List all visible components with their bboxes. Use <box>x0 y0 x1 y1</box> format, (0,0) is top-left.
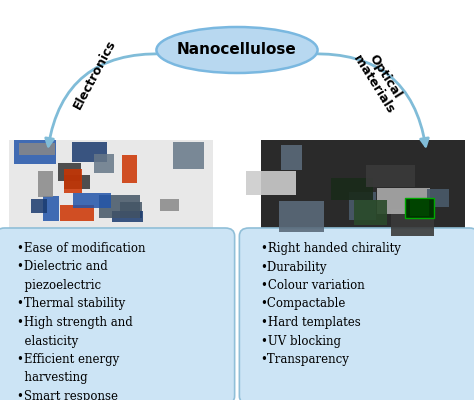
FancyBboxPatch shape <box>43 196 59 222</box>
Ellipse shape <box>156 27 318 73</box>
FancyBboxPatch shape <box>73 193 111 208</box>
FancyBboxPatch shape <box>391 209 434 236</box>
Text: Nanocellulose: Nanocellulose <box>177 42 297 58</box>
FancyBboxPatch shape <box>57 163 81 182</box>
FancyBboxPatch shape <box>64 175 91 189</box>
FancyBboxPatch shape <box>261 140 465 228</box>
FancyBboxPatch shape <box>14 140 56 164</box>
FancyBboxPatch shape <box>99 195 140 218</box>
FancyBboxPatch shape <box>9 140 213 228</box>
FancyBboxPatch shape <box>377 188 430 214</box>
FancyBboxPatch shape <box>0 228 235 400</box>
FancyBboxPatch shape <box>349 192 375 220</box>
Text: •Right handed chirality
•Durability
•Colour variation
•Compactable
•Hard templat: •Right handed chirality •Durability •Col… <box>261 242 401 366</box>
FancyBboxPatch shape <box>94 154 114 173</box>
FancyBboxPatch shape <box>354 200 387 225</box>
FancyBboxPatch shape <box>239 228 474 400</box>
FancyBboxPatch shape <box>427 190 449 208</box>
FancyBboxPatch shape <box>31 199 47 213</box>
FancyBboxPatch shape <box>122 155 137 183</box>
Text: •Ease of modification
•Dielectric and
  piezoelectric
•Thermal stability
•High s: •Ease of modification •Dielectric and pi… <box>17 242 145 400</box>
FancyBboxPatch shape <box>410 200 429 216</box>
FancyBboxPatch shape <box>246 171 296 195</box>
FancyArrowPatch shape <box>46 54 163 146</box>
FancyBboxPatch shape <box>279 201 324 232</box>
FancyBboxPatch shape <box>112 211 143 222</box>
FancyBboxPatch shape <box>365 165 415 187</box>
Text: Electronics: Electronics <box>71 37 118 111</box>
FancyBboxPatch shape <box>72 142 107 162</box>
FancyBboxPatch shape <box>405 198 434 218</box>
FancyBboxPatch shape <box>18 143 55 155</box>
FancyBboxPatch shape <box>331 178 373 200</box>
Text: Optical
materials: Optical materials <box>350 45 408 115</box>
FancyArrowPatch shape <box>311 54 428 146</box>
FancyBboxPatch shape <box>160 199 179 210</box>
FancyBboxPatch shape <box>281 146 301 170</box>
FancyBboxPatch shape <box>60 204 94 221</box>
FancyBboxPatch shape <box>120 202 142 218</box>
FancyBboxPatch shape <box>64 169 82 193</box>
FancyBboxPatch shape <box>173 142 204 169</box>
FancyBboxPatch shape <box>37 171 53 198</box>
